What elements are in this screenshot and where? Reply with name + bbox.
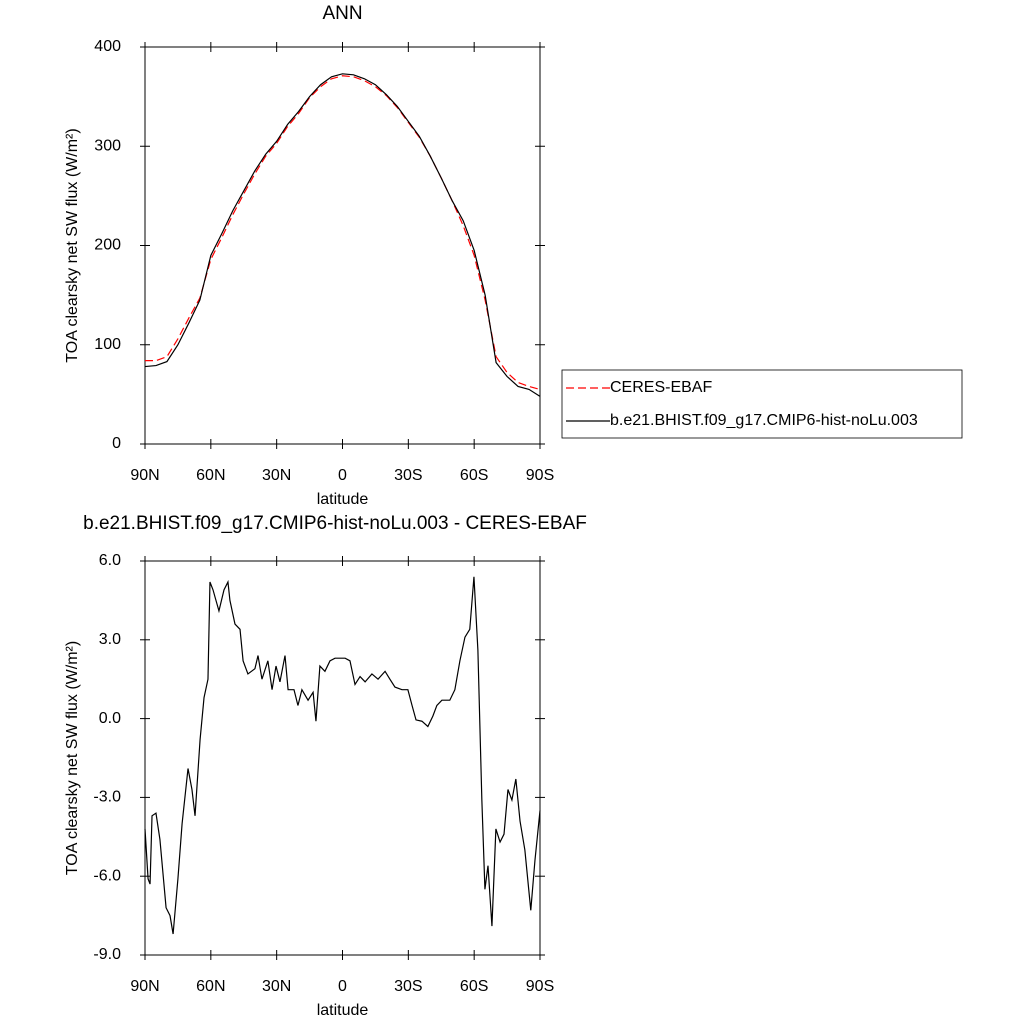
x-tick-label: 30S	[394, 467, 422, 484]
x-tick-label: 60S	[460, 978, 488, 995]
x-tick-label: 30N	[262, 978, 291, 995]
chart-title: b.e21.BHIST.f09_g17.CMIP6-hist-noLu.003 …	[83, 513, 587, 534]
x-tick-label: 90N	[130, 978, 159, 995]
legend-label: b.e21.BHIST.f09_g17.CMIP6-hist-noLu.003	[610, 412, 918, 429]
x-tick-label: 90S	[526, 467, 554, 484]
data-line	[144, 576, 541, 935]
y-axis-label: TOA clearsky net SW flux (W/m²)	[64, 641, 81, 875]
x-tick-label: 90S	[526, 978, 554, 995]
chart-title: ANN	[322, 3, 362, 24]
data-line	[145, 75, 541, 390]
y-tick-label: 0.0	[99, 710, 121, 727]
y-tick-label: 400	[94, 38, 121, 55]
x-tick-label: 0	[338, 978, 347, 995]
x-axis-label: latitude	[317, 491, 369, 508]
legend-box	[561, 369, 963, 439]
x-tick-label: 30S	[394, 978, 422, 995]
y-tick-label: -6.0	[93, 867, 121, 884]
legend-label: CERES-EBAF	[610, 379, 712, 396]
y-axis-label: TOA clearsky net SW flux (W/m²)	[64, 128, 81, 362]
y-tick-label: -9.0	[93, 946, 121, 963]
y-tick-label: 300	[94, 137, 121, 154]
x-tick-label: 60N	[196, 467, 225, 484]
x-tick-label: 60S	[460, 467, 488, 484]
x-tick-label: 90N	[130, 467, 159, 484]
x-axis-label: latitude	[317, 1002, 369, 1019]
y-tick-label: 200	[94, 237, 121, 254]
y-tick-label: 6.0	[99, 552, 121, 569]
x-tick-label: 30N	[262, 467, 291, 484]
x-tick-label: 0	[338, 467, 347, 484]
data-line	[144, 73, 541, 397]
x-tick-label: 60N	[196, 978, 225, 995]
y-tick-label: 0	[112, 435, 121, 452]
y-tick-label: 100	[94, 336, 121, 353]
plot-frame	[144, 46, 541, 445]
y-tick-label: 3.0	[99, 631, 121, 648]
y-tick-label: -3.0	[93, 789, 121, 806]
